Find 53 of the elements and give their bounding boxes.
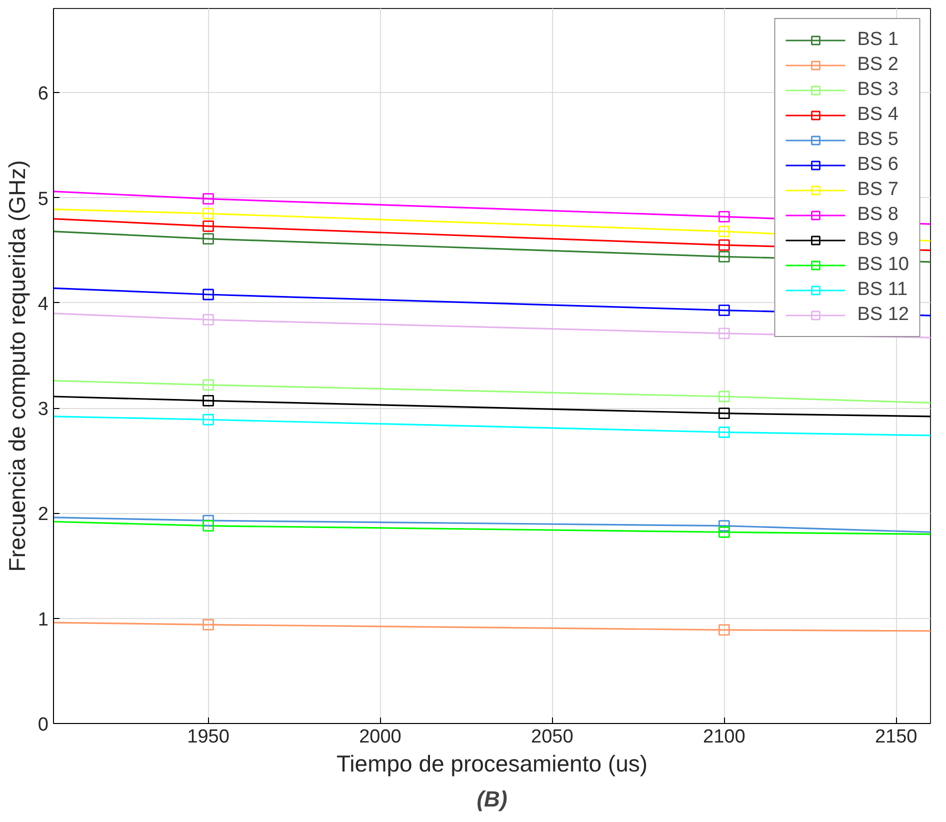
x-tick-label: 2150 xyxy=(874,726,918,748)
point xyxy=(718,624,730,636)
y-axis-title: Frecuencia de computo requerida (GHz) xyxy=(4,160,30,572)
point xyxy=(718,226,730,238)
point xyxy=(202,379,214,391)
legend-label: BS 4 xyxy=(857,104,898,126)
line-series xyxy=(54,414,930,438)
legend-label: BS 5 xyxy=(857,129,898,151)
legend-label: BS 2 xyxy=(857,54,898,76)
x-tick-label: 2000 xyxy=(359,726,402,748)
point xyxy=(718,526,730,538)
point xyxy=(202,520,214,532)
point xyxy=(202,193,214,205)
point xyxy=(718,408,730,420)
point xyxy=(202,233,214,244)
y-tick-label: 6 xyxy=(38,84,49,105)
point xyxy=(718,239,730,251)
point xyxy=(718,390,730,402)
x-tick-label: 2100 xyxy=(703,726,746,748)
point xyxy=(718,520,730,532)
point xyxy=(718,210,730,222)
y-tick-label: 0 xyxy=(38,714,49,736)
y-tick-label: 1 xyxy=(38,609,49,630)
legend-label: BS 6 xyxy=(857,154,898,176)
legend-label: BS 9 xyxy=(857,229,898,251)
y-tick-label: 4 xyxy=(38,294,49,315)
point xyxy=(718,304,730,316)
legend-label: BS 11 xyxy=(857,279,908,301)
text: (B) xyxy=(476,786,508,812)
point xyxy=(202,208,214,220)
point xyxy=(718,250,730,262)
point xyxy=(202,618,214,630)
y-tick-label: 5 xyxy=(38,188,49,210)
legend-label: BS 10 xyxy=(857,254,909,276)
legend-label: BS 1 xyxy=(857,29,898,51)
x-axis-title: Tiempo de procesamiento (us) xyxy=(336,750,648,776)
point xyxy=(202,514,214,526)
point xyxy=(202,288,214,300)
y-tick-label: 2 xyxy=(38,504,49,526)
point xyxy=(202,395,214,406)
y-tick-label: 3 xyxy=(38,399,49,420)
point xyxy=(718,426,730,438)
point xyxy=(202,414,214,426)
line-series xyxy=(54,379,930,404)
point xyxy=(202,314,214,326)
legend-label: BS 8 xyxy=(857,204,898,226)
x-tick-label: 1950 xyxy=(187,726,230,748)
legend-label: BS 12 xyxy=(857,304,909,326)
legend-label: BS 7 xyxy=(857,179,898,201)
point xyxy=(718,328,730,340)
point xyxy=(202,220,214,232)
x-tick-label: 2050 xyxy=(531,726,574,748)
legend-label: BS 3 xyxy=(857,79,898,101)
